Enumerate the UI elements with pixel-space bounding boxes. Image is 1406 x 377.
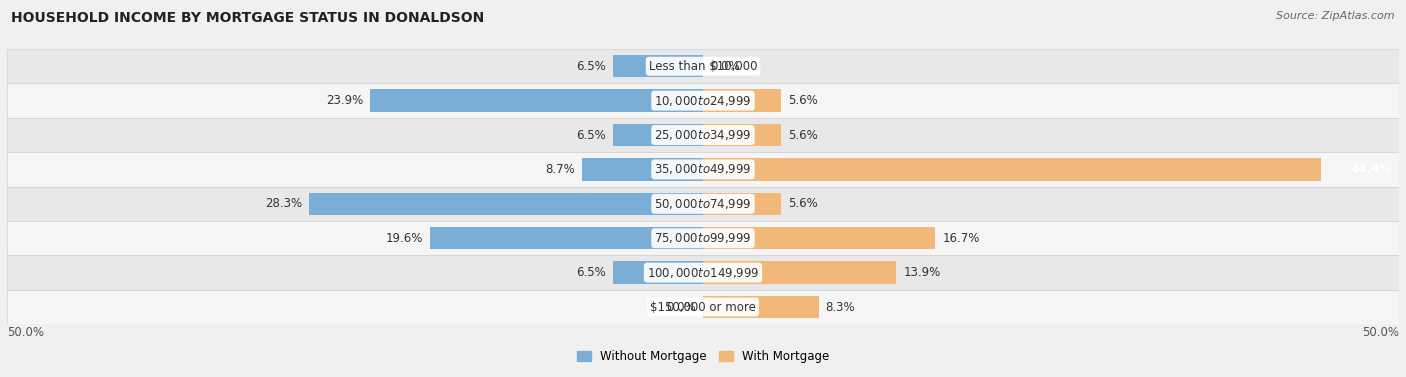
Text: HOUSEHOLD INCOME BY MORTGAGE STATUS IN DONALDSON: HOUSEHOLD INCOME BY MORTGAGE STATUS IN D… <box>11 11 485 25</box>
Text: $25,000 to $34,999: $25,000 to $34,999 <box>654 128 752 142</box>
Text: $50,000 to $74,999: $50,000 to $74,999 <box>654 197 752 211</box>
Text: 44.4%: 44.4% <box>1351 163 1392 176</box>
Bar <box>370 89 703 112</box>
Bar <box>613 124 703 146</box>
Text: 19.6%: 19.6% <box>385 232 423 245</box>
Text: 0.0%: 0.0% <box>710 60 740 73</box>
Bar <box>703 158 1322 181</box>
Text: 50.0%: 50.0% <box>7 326 44 339</box>
Text: Source: ZipAtlas.com: Source: ZipAtlas.com <box>1277 11 1395 21</box>
Text: 13.9%: 13.9% <box>904 266 941 279</box>
Bar <box>703 124 780 146</box>
Text: 6.5%: 6.5% <box>576 266 606 279</box>
Text: 6.5%: 6.5% <box>576 129 606 141</box>
Text: 6.5%: 6.5% <box>576 60 606 73</box>
Bar <box>7 256 1399 290</box>
Bar <box>703 227 935 250</box>
Bar <box>7 221 1399 256</box>
Bar <box>703 296 818 318</box>
Bar <box>7 118 1399 152</box>
Legend: Without Mortgage, With Mortgage: Without Mortgage, With Mortgage <box>572 345 834 368</box>
Bar <box>613 261 703 284</box>
Text: 16.7%: 16.7% <box>942 232 980 245</box>
Text: $150,000 or more: $150,000 or more <box>650 300 756 314</box>
Bar <box>7 49 1399 83</box>
Text: $35,000 to $49,999: $35,000 to $49,999 <box>654 162 752 176</box>
Text: 0.0%: 0.0% <box>666 300 696 314</box>
Bar <box>430 227 703 250</box>
Bar <box>7 290 1399 324</box>
Bar <box>703 261 897 284</box>
Text: 5.6%: 5.6% <box>787 197 818 210</box>
Text: 8.7%: 8.7% <box>546 163 575 176</box>
Text: 50.0%: 50.0% <box>1362 326 1399 339</box>
Text: 8.3%: 8.3% <box>825 300 855 314</box>
Bar <box>613 55 703 77</box>
Text: $75,000 to $99,999: $75,000 to $99,999 <box>654 231 752 245</box>
Bar <box>309 193 703 215</box>
Bar <box>582 158 703 181</box>
Bar <box>703 89 780 112</box>
Text: $100,000 to $149,999: $100,000 to $149,999 <box>647 266 759 280</box>
Text: 5.6%: 5.6% <box>787 129 818 141</box>
Bar <box>7 83 1399 118</box>
Text: Less than $10,000: Less than $10,000 <box>648 60 758 73</box>
Text: 28.3%: 28.3% <box>264 197 302 210</box>
Bar <box>703 193 780 215</box>
Text: 5.6%: 5.6% <box>787 94 818 107</box>
Bar <box>7 187 1399 221</box>
Text: $10,000 to $24,999: $10,000 to $24,999 <box>654 93 752 107</box>
Bar <box>7 152 1399 187</box>
Text: 23.9%: 23.9% <box>326 94 363 107</box>
